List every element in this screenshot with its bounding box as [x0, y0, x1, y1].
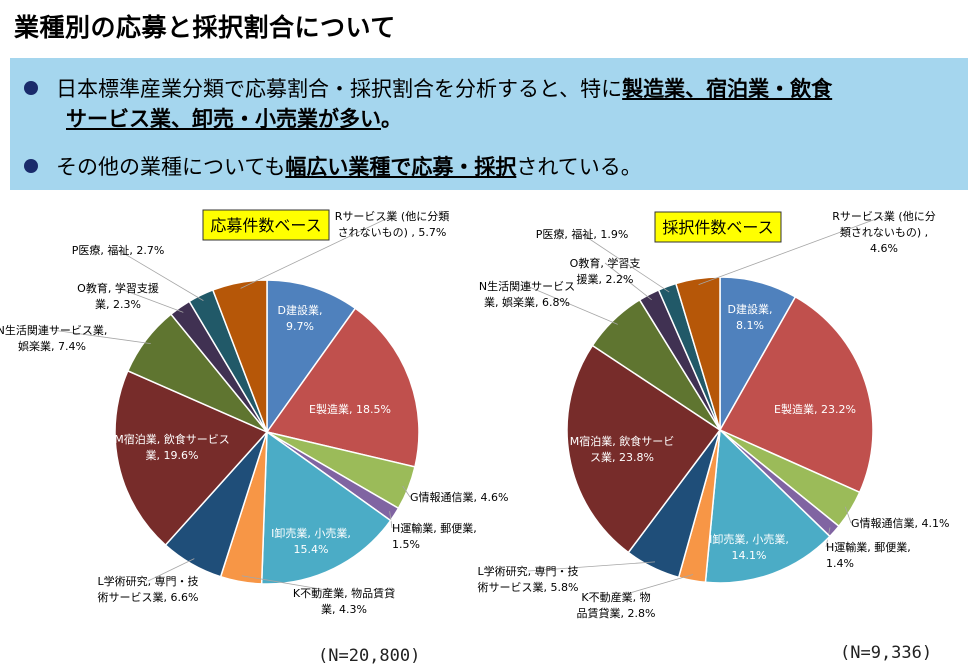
chart-1-slice-1-label: D建設業, 9.7% — [278, 303, 323, 333]
bullet-2-emphasis: 幅広い業種で応募・採択 — [285, 155, 517, 179]
chart-1-slice-2-label: E製造業, 18.5% — [309, 402, 391, 416]
bullet-1-continued: サービス業、卸売・小売業が多い。 — [66, 104, 402, 134]
page-title: 業種別の応募と採択割合について — [14, 13, 396, 42]
bullet-2-text-2: されている。 — [516, 155, 642, 179]
bullet-2: その他の業種についても幅広い業種で応募・採択されている。 — [24, 152, 642, 182]
chart-2-leader-3 — [844, 506, 852, 524]
chart-2-slice-8 — [566, 344, 722, 554]
chart-1-leader-11 — [117, 249, 204, 301]
chart-2-leader-10 — [604, 262, 652, 301]
chart-1-slice-12-label: Rサービス業 (他に分類されないもの) , 5.7% — [335, 210, 449, 239]
summary-band — [10, 58, 968, 190]
chart-1-slice-6-label: K不動産業, 物品賃貸業, 4.3% — [293, 586, 395, 616]
chart-2-slice-10-label: O教育, 学習支援業, 2.2% — [570, 256, 641, 286]
chart-2-leader-12 — [698, 215, 885, 285]
chart-2-slice-8-label: M宿泊業, 飲食サービス業, 23.8% — [570, 434, 674, 464]
bullet-1: 日本標準産業分類で応募割合・採択割合を分析すると、特に製造業、宿泊業・飲食 — [24, 74, 832, 104]
chart-2-slice-11-label: P医療, 福祉, 1.9% — [536, 227, 629, 241]
chart-1-leader-4 — [389, 511, 393, 529]
chart-1-slice-12 — [211, 279, 268, 433]
chart-1-slice-8 — [114, 369, 269, 547]
bullet-2-text-1: その他の業種についても — [56, 155, 286, 179]
chart-1-slice-2 — [265, 307, 420, 468]
chart-2-leader-7 — [527, 561, 656, 572]
bullet-1-emphasis-1: 製造業、宿泊業・飲食 — [622, 77, 833, 101]
chart-2-slice-5 — [704, 428, 831, 584]
chart-1-title: 応募件数ベース — [210, 216, 321, 235]
chart-1-leader-12 — [240, 215, 393, 289]
chart-2-leader-11 — [581, 233, 670, 293]
chart-1-slice-1 — [266, 279, 357, 435]
chart-1-slice-9-label: N生活関連サービス業,娯楽業, 7.4% — [0, 323, 107, 353]
chart-1-leader-3 — [402, 485, 411, 498]
chart-1-slice-10-label: O教育, 学習支援業, 2.3% — [77, 281, 159, 311]
chart-1-slice-4-label: H運輸業, 郵便業, 1.5% — [392, 521, 477, 551]
chart-1-leader-6 — [241, 575, 345, 594]
chart-2-slice-7-label: L学術研究, 専門・技術サービス業, 5.8% — [477, 564, 578, 594]
bullet-1-text: 日本標準産業分類で応募割合・採択割合を分析すると、特に — [56, 77, 623, 101]
chart-2-slice-4-label: H運輸業, 郵便業, 1.4% — [826, 540, 911, 570]
chart-1-leader-7 — [147, 558, 195, 582]
chart-1-slice-11-label: P医療, 福祉, 2.7% — [72, 243, 165, 257]
chart-1-leader-9 — [51, 329, 151, 344]
chart-2-leader-6 — [615, 574, 694, 598]
chart-2-slice-6-label: K不動産業, 物品賃貸業, 2.8% — [577, 590, 656, 620]
chart-1-slice-5 — [260, 430, 392, 585]
chart-2-slice-5-label: I卸売業, 小売業, 14.1% — [709, 532, 789, 562]
chart-2-leader-9 — [526, 285, 618, 325]
chart-1-slice-8-label: M宿泊業, 飲食サービス業, 19.6% — [114, 432, 229, 462]
chart-1-n-label: (N=20,800) — [318, 646, 421, 666]
bullet-1-end: 。 — [381, 107, 402, 131]
chart-2-slice-3-label: G情報通信業, 4.1% — [851, 517, 949, 530]
chart-1-slice-7-label: L学術研究, 専門・技術サービス業, 6.6% — [97, 574, 198, 604]
bullet-dot-icon — [24, 159, 38, 173]
chart-2-slice-9-label: N生活関連サービス業, 娯楽業, 6.8% — [479, 279, 575, 309]
chart-2-title: 採択件数ベース — [662, 218, 773, 237]
chart-2-title-badge — [654, 211, 782, 243]
chart-1-slice-3-label: G情報通信業, 4.6% — [410, 491, 508, 504]
chart-1-slice-5-label: I卸売業, 小売業, 15.4% — [271, 526, 351, 556]
chart-2-slice-2-label: E製造業, 23.2% — [774, 402, 856, 416]
chart-2-slice-2 — [718, 295, 874, 494]
bullet-1-emphasis-2: サービス業、卸売・小売業が多い — [66, 107, 381, 131]
chart-2-n-label: (N=9,336) — [840, 643, 933, 663]
chart-2-slice-1-label: D建設業, 8.1% — [728, 302, 773, 332]
bullet-dot-icon — [24, 81, 38, 95]
chart-2-slice-12-label: Rサービス業 (他に分類されないもの) , 4.6% — [832, 210, 935, 255]
chart-1-leader-10 — [117, 287, 184, 313]
chart-1-title-badge — [202, 209, 330, 241]
